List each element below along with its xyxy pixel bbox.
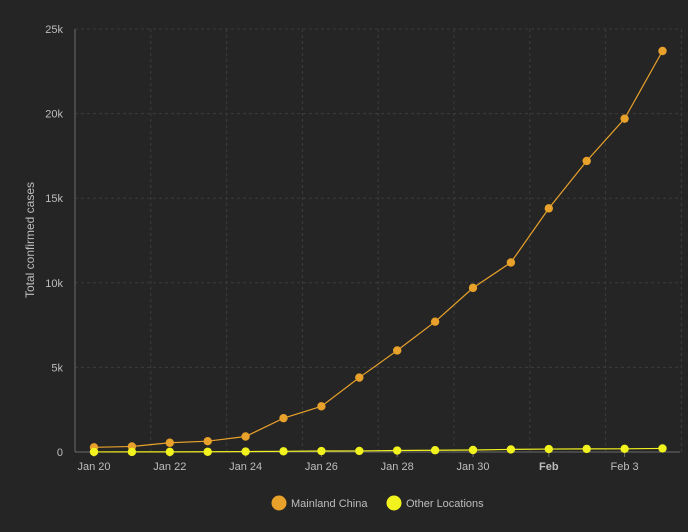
data-point[interactable] [544, 444, 553, 454]
data-point[interactable] [620, 444, 629, 454]
data-point[interactable] [430, 317, 440, 326]
x-tick-label: Feb [539, 461, 559, 473]
data-point[interactable] [279, 447, 288, 456]
legend-label[interactable]: Other Locations [406, 498, 484, 510]
data-point[interactable] [203, 436, 212, 446]
data-point[interactable] [241, 432, 250, 441]
legend-label[interactable]: Mainland China [291, 498, 368, 510]
legend-marker[interactable] [271, 495, 287, 511]
data-point[interactable] [544, 204, 553, 213]
data-point[interactable] [658, 444, 667, 453]
y-tick-label: 25k [45, 24, 63, 36]
data-point[interactable] [430, 446, 440, 455]
x-tick-label: Jan 22 [153, 461, 186, 473]
data-point[interactable] [165, 438, 174, 447]
data-point[interactable] [127, 447, 137, 457]
data-point[interactable] [355, 373, 364, 382]
data-point[interactable] [89, 447, 99, 457]
series-line-0 [93, 50, 664, 448]
x-tick-label: Feb 3 [611, 461, 639, 473]
data-point[interactable] [506, 258, 516, 267]
data-point[interactable] [468, 445, 478, 455]
data-point[interactable] [506, 445, 516, 454]
y-tick-label: 10k [45, 278, 63, 290]
y-tick-label: 0 [57, 447, 63, 459]
data-point[interactable] [658, 46, 667, 56]
data-point[interactable] [203, 447, 212, 456]
data-point[interactable] [355, 446, 364, 456]
x-tick-label: Jan 30 [456, 461, 489, 473]
legend-marker[interactable] [386, 495, 402, 511]
y-tick-label: 20k [45, 109, 63, 121]
series-line-1 [93, 447, 663, 453]
y-axis-label: Total confirmed cases [23, 182, 37, 298]
data-point[interactable] [317, 446, 326, 456]
x-tick-label: Jan 20 [77, 461, 110, 473]
y-tick-label: 15k [45, 193, 63, 205]
data-point[interactable] [279, 413, 288, 423]
data-point[interactable] [620, 114, 629, 123]
data-point[interactable] [393, 446, 402, 455]
data-point[interactable] [582, 444, 591, 454]
data-point[interactable] [393, 346, 402, 355]
data-point[interactable] [582, 156, 591, 166]
data-point[interactable] [468, 283, 478, 293]
x-tick-label: Jan 24 [229, 461, 262, 473]
data-point[interactable] [165, 447, 174, 457]
y-tick-label: 5k [51, 362, 63, 374]
x-tick-label: Jan 28 [381, 461, 414, 473]
data-point[interactable] [317, 402, 326, 411]
x-tick-label: Jan 26 [305, 461, 338, 473]
data-point[interactable] [241, 447, 250, 456]
